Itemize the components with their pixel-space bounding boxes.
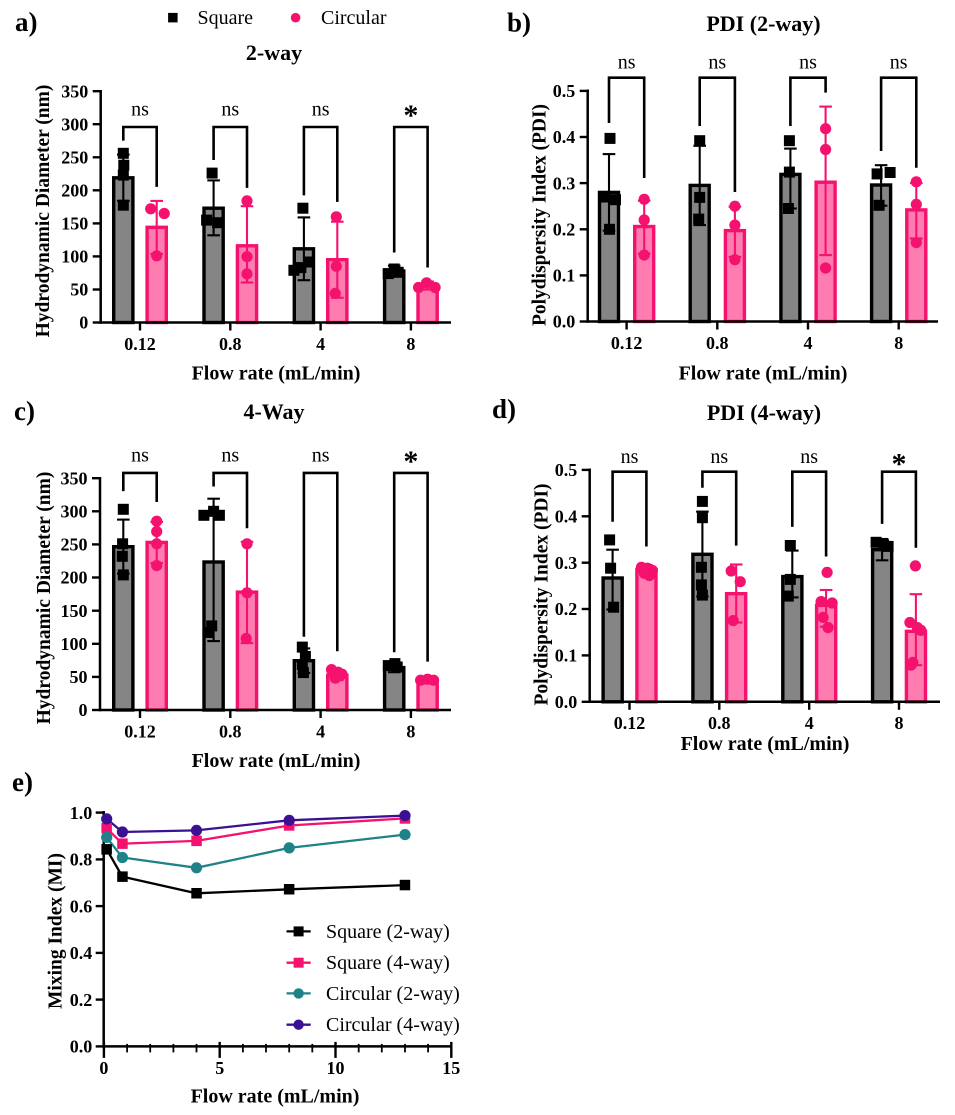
svg-text:PDI (2-way): PDI (2-way) (706, 11, 820, 36)
svg-text:250: 250 (61, 535, 88, 555)
svg-text:ns: ns (890, 52, 908, 74)
svg-text:0.3: 0.3 (555, 553, 578, 573)
svg-text:150: 150 (61, 214, 88, 234)
svg-text:0.3: 0.3 (553, 173, 576, 193)
svg-text:0.8: 0.8 (70, 850, 93, 870)
svg-text:ns: ns (312, 99, 330, 121)
svg-text:0.8: 0.8 (219, 721, 242, 741)
svg-text:0.4: 0.4 (70, 943, 93, 963)
svg-text:50: 50 (70, 667, 88, 687)
svg-text:Polydispersity Index (PDI): Polydispersity Index (PDI) (532, 483, 553, 705)
svg-text:4: 4 (316, 334, 325, 354)
svg-text:8: 8 (406, 334, 415, 354)
svg-text:50: 50 (70, 280, 88, 300)
svg-text:Polydispersity Index (PDI): Polydispersity Index (PDI) (530, 104, 551, 326)
svg-text:0.0: 0.0 (553, 312, 576, 332)
svg-text:0.2: 0.2 (553, 220, 576, 240)
svg-text:Circular: Circular (321, 7, 387, 29)
svg-text:ns: ns (221, 445, 239, 467)
svg-text:0.1: 0.1 (555, 646, 578, 666)
svg-text:Flow rate (mL/min): Flow rate (mL/min) (191, 1086, 360, 1108)
svg-text:ns: ns (131, 99, 149, 121)
svg-text:300: 300 (61, 114, 88, 134)
svg-text:Flow rate (mL/min): Flow rate (mL/min) (681, 733, 850, 755)
svg-text:1.0: 1.0 (70, 803, 93, 823)
svg-text:0: 0 (79, 313, 88, 333)
svg-text:Circular (2-way): Circular (2-way) (326, 983, 460, 1005)
svg-text:0.0: 0.0 (555, 692, 578, 712)
svg-text:300: 300 (61, 502, 88, 522)
svg-text:0.5: 0.5 (553, 81, 576, 101)
svg-text:Flow rate (mL/min): Flow rate (mL/min) (679, 363, 848, 385)
svg-text:15: 15 (442, 1058, 460, 1078)
svg-text:*: * (403, 99, 418, 132)
svg-text:Square (4-way): Square (4-way) (326, 952, 450, 974)
svg-text:100: 100 (61, 247, 88, 267)
svg-text:200: 200 (61, 568, 88, 588)
svg-text:ns: ns (710, 446, 728, 468)
svg-text:250: 250 (61, 148, 88, 168)
svg-text:200: 200 (61, 181, 88, 201)
svg-text:8: 8 (894, 333, 903, 353)
svg-text:e): e) (12, 767, 33, 797)
svg-text:0.0: 0.0 (70, 1037, 93, 1057)
svg-text:8: 8 (406, 721, 415, 741)
svg-text:8: 8 (895, 713, 904, 733)
svg-text:0.12: 0.12 (614, 713, 646, 733)
svg-text:PDI (4-way): PDI (4-way) (707, 400, 821, 425)
svg-text:ns: ns (221, 99, 239, 121)
svg-text:4: 4 (804, 333, 813, 353)
svg-text:*: * (892, 448, 907, 481)
svg-text:100: 100 (61, 634, 88, 654)
svg-text:0: 0 (79, 700, 88, 720)
svg-text:Square: Square (198, 7, 254, 29)
svg-text:Hydrodynamic Diameter (nm): Hydrodynamic Diameter (nm) (34, 472, 55, 725)
svg-text:0.4: 0.4 (555, 507, 578, 527)
svg-text:0.12: 0.12 (124, 721, 156, 741)
svg-text:0.1: 0.1 (553, 266, 576, 286)
svg-text:ns: ns (131, 445, 149, 467)
svg-text:150: 150 (61, 601, 88, 621)
svg-text:350: 350 (61, 81, 88, 101)
svg-text:0.2: 0.2 (555, 599, 578, 619)
svg-text:0: 0 (99, 1058, 108, 1078)
svg-text:4-Way: 4-Way (243, 399, 304, 424)
svg-text:350: 350 (61, 468, 88, 488)
svg-text:Hydrodynamic Diameter (nm): Hydrodynamic Diameter (nm) (33, 85, 54, 338)
svg-text:Flow rate (mL/min): Flow rate (mL/min) (192, 750, 361, 772)
svg-text:0.4: 0.4 (553, 127, 576, 147)
svg-text:0.8: 0.8 (219, 334, 242, 354)
svg-text:4: 4 (316, 721, 325, 741)
svg-text:Mixing Index (MI): Mixing Index (MI) (46, 853, 67, 1009)
svg-text:d): d) (492, 394, 516, 424)
svg-text:2-way: 2-way (246, 40, 302, 65)
svg-text:0.8: 0.8 (708, 713, 731, 733)
svg-text:4: 4 (805, 713, 814, 733)
svg-text:ns: ns (621, 446, 639, 468)
svg-text:0.12: 0.12 (124, 334, 156, 354)
svg-text:a): a) (15, 7, 38, 37)
svg-text:ns: ns (800, 446, 818, 468)
svg-text:*: * (403, 445, 418, 478)
svg-text:Square (2-way): Square (2-way) (326, 921, 450, 943)
svg-text:ns: ns (799, 52, 817, 74)
svg-text:ns: ns (312, 445, 330, 467)
svg-text:b): b) (507, 8, 531, 38)
svg-text:Flow rate (mL/min): Flow rate (mL/min) (192, 363, 361, 385)
svg-text:ns: ns (708, 52, 726, 74)
svg-text:10: 10 (327, 1058, 345, 1078)
svg-text:c): c) (14, 396, 35, 426)
svg-text:0.6: 0.6 (70, 896, 93, 916)
svg-text:ns: ns (618, 52, 636, 74)
svg-text:Circular (4-way): Circular (4-way) (326, 1014, 460, 1036)
svg-text:0.8: 0.8 (706, 333, 729, 353)
svg-text:0.5: 0.5 (555, 460, 578, 480)
svg-text:5: 5 (215, 1058, 224, 1078)
svg-text:0.2: 0.2 (70, 990, 93, 1010)
svg-text:0.12: 0.12 (611, 333, 643, 353)
